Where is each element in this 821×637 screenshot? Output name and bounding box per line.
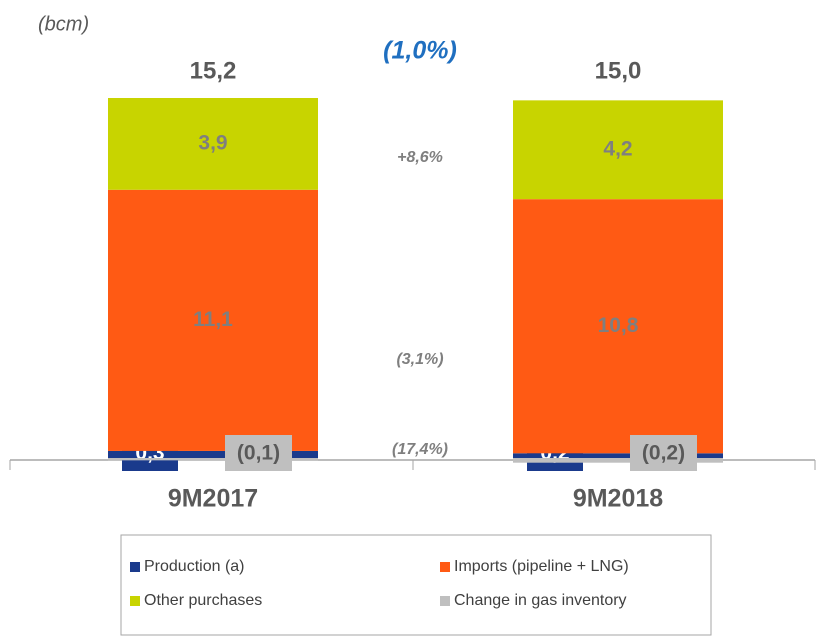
value-label-box (225, 435, 292, 471)
legend-label: Change in gas inventory (454, 592, 627, 609)
series-change: +8,6% (397, 149, 443, 166)
value-label: 11,1 (193, 308, 233, 331)
total-label: 15,2 (190, 57, 237, 84)
legend-swatch (130, 562, 140, 572)
legend-swatch (440, 562, 450, 572)
series-change: (3,1%) (396, 351, 443, 368)
total-label: 15,0 (595, 57, 642, 84)
x-tick-label: 9M2017 (168, 485, 258, 513)
value-label: 10,8 (598, 314, 639, 337)
value-label: (0,2) (642, 442, 685, 465)
unit-label: (bcm) (38, 13, 89, 35)
legend-label: Imports (pipeline + LNG) (454, 558, 629, 575)
bar-segment (513, 458, 723, 463)
legend-swatch (130, 596, 140, 606)
bar-segment (513, 100, 723, 200)
value-label: (0,1) (237, 442, 280, 465)
legend-box (120, 534, 712, 636)
legend-label: Other purchases (144, 592, 262, 609)
total-change: (1,0%) (383, 37, 457, 65)
bar-segment (108, 189, 318, 451)
legend-label: Production (a) (144, 558, 245, 575)
series-change: (17,4%) (392, 441, 448, 458)
bar-segment (513, 199, 723, 454)
legend-swatch (440, 596, 450, 606)
bar-segment (108, 450, 318, 458)
bar-segment (108, 458, 318, 461)
value-label: 4,2 (603, 137, 632, 160)
value-label: 3,9 (198, 131, 227, 154)
x-tick-label: 9M2018 (573, 485, 663, 513)
value-label-box (630, 435, 697, 471)
bar-segment (513, 453, 723, 458)
bar-segment (108, 98, 318, 190)
